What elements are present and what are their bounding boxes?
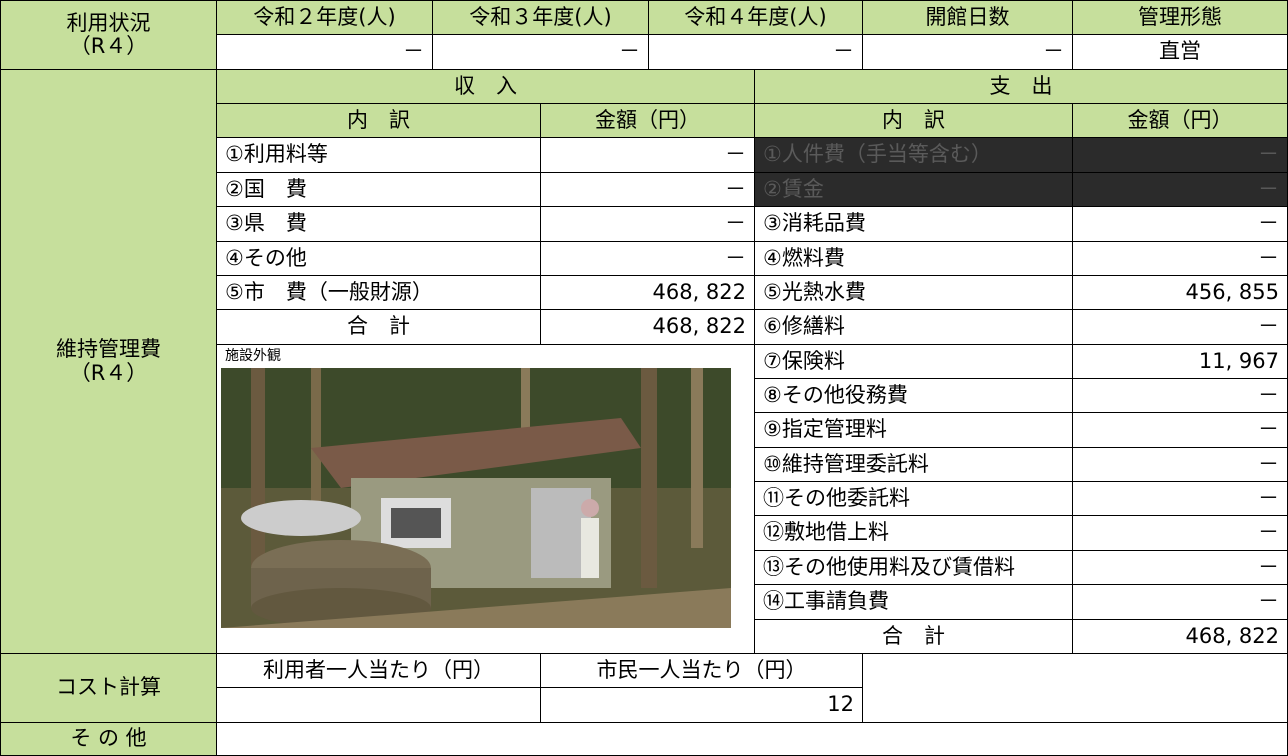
row-label: 維持管理費 （R４） bbox=[0, 69, 217, 654]
column-header: 管理形態 bbox=[1072, 0, 1288, 35]
usage-value: － bbox=[648, 34, 863, 70]
section-header: 支 出 bbox=[754, 69, 1288, 104]
expense-amount: 11, 967 bbox=[1072, 344, 1288, 379]
income-total-label: 合 計 bbox=[216, 309, 541, 345]
other-value bbox=[216, 722, 1288, 756]
expense-amount: － bbox=[1072, 481, 1288, 516]
income-total: 468, 822 bbox=[540, 309, 755, 345]
column-header: 令和２年度(人) bbox=[216, 0, 433, 35]
expense-amount: － bbox=[1072, 550, 1288, 585]
income-item: ①利用料等 bbox=[216, 137, 541, 173]
income-amount: － bbox=[540, 137, 755, 173]
column-header: 金額（円） bbox=[1072, 103, 1288, 138]
expense-amount: － bbox=[1072, 206, 1288, 242]
cost-value bbox=[216, 687, 541, 723]
income-item: ②国 費 bbox=[216, 172, 541, 207]
expense-item: ⑫敷地借上料 bbox=[754, 515, 1073, 551]
cell-line: （R４） bbox=[69, 360, 148, 385]
income-amount: － bbox=[540, 172, 755, 207]
income-item: ⑤市 費（一般財源） bbox=[216, 275, 541, 310]
row-label: そ の 他 bbox=[0, 722, 217, 756]
expense-amount: － bbox=[1072, 241, 1288, 276]
expense-item: ③消耗品費 bbox=[754, 206, 1073, 242]
expense-item: ⑤光熱水費 bbox=[754, 275, 1073, 310]
expense-amount: － bbox=[1072, 172, 1288, 207]
expense-amount: － bbox=[1072, 412, 1288, 448]
expense-item: ⑧その他役務費 bbox=[754, 378, 1073, 413]
cell-line: 利用状況 bbox=[66, 10, 151, 35]
expense-amount: － bbox=[1072, 447, 1288, 482]
expense-item: ②賃金 bbox=[754, 172, 1073, 207]
usage-value: － bbox=[216, 34, 433, 70]
usage-value: － bbox=[862, 34, 1073, 70]
expense-item: ⑨指定管理料 bbox=[754, 412, 1073, 448]
expense-item: ⑩維持管理委託料 bbox=[754, 447, 1073, 482]
blank-cell bbox=[862, 653, 1288, 723]
expense-amount: － bbox=[1072, 584, 1288, 620]
expense-item: ⑬その他使用料及び賃借料 bbox=[754, 550, 1073, 585]
expense-item: ⑭工事請負費 bbox=[754, 584, 1073, 620]
expense-item: ①人件費（手当等含む） bbox=[754, 137, 1073, 173]
column-header: 金額（円） bbox=[540, 103, 755, 138]
row-label: コスト計算 bbox=[0, 653, 217, 723]
income-amount: － bbox=[540, 206, 755, 242]
expense-amount: 456, 855 bbox=[1072, 275, 1288, 310]
expense-item: ⑪その他委託料 bbox=[754, 481, 1073, 516]
column-header: 開館日数 bbox=[862, 0, 1073, 35]
usage-value: 直営 bbox=[1072, 34, 1288, 70]
expense-amount: － bbox=[1072, 378, 1288, 413]
cost-header: 市民一人当たり（円） bbox=[540, 653, 863, 688]
photo-panel: 施設外観 bbox=[216, 344, 755, 654]
cost-header: 利用者一人当たり（円） bbox=[216, 653, 541, 688]
expense-amount: － bbox=[1072, 515, 1288, 551]
facility-photo bbox=[221, 368, 731, 629]
cell-line: 維持管理費 bbox=[56, 337, 161, 362]
income-amount: 468, 822 bbox=[540, 275, 755, 310]
column-header: 令和４年度(人) bbox=[648, 0, 863, 35]
expense-total: 468, 822 bbox=[1072, 619, 1288, 654]
expense-amount: － bbox=[1072, 137, 1288, 173]
cell-line: （R４） bbox=[69, 34, 148, 58]
column-header: 内 訳 bbox=[216, 103, 541, 138]
expense-amount: － bbox=[1072, 309, 1288, 345]
column-header: 令和３年度(人) bbox=[432, 0, 649, 35]
income-item: ③県 費 bbox=[216, 206, 541, 242]
expense-item: ⑥修繕料 bbox=[754, 309, 1073, 345]
expense-item: ④燃料費 bbox=[754, 241, 1073, 276]
income-amount: － bbox=[540, 241, 755, 276]
section-header: 収 入 bbox=[216, 69, 755, 104]
expense-total-label: 合 計 bbox=[754, 619, 1073, 654]
row-label: 利用状況 （R４） bbox=[0, 0, 217, 70]
column-header: 内 訳 bbox=[754, 103, 1073, 138]
usage-value: － bbox=[432, 34, 649, 70]
expense-item: ⑦保険料 bbox=[754, 344, 1073, 379]
cost-value: 12 bbox=[540, 687, 863, 723]
income-item: ④その他 bbox=[216, 241, 541, 276]
